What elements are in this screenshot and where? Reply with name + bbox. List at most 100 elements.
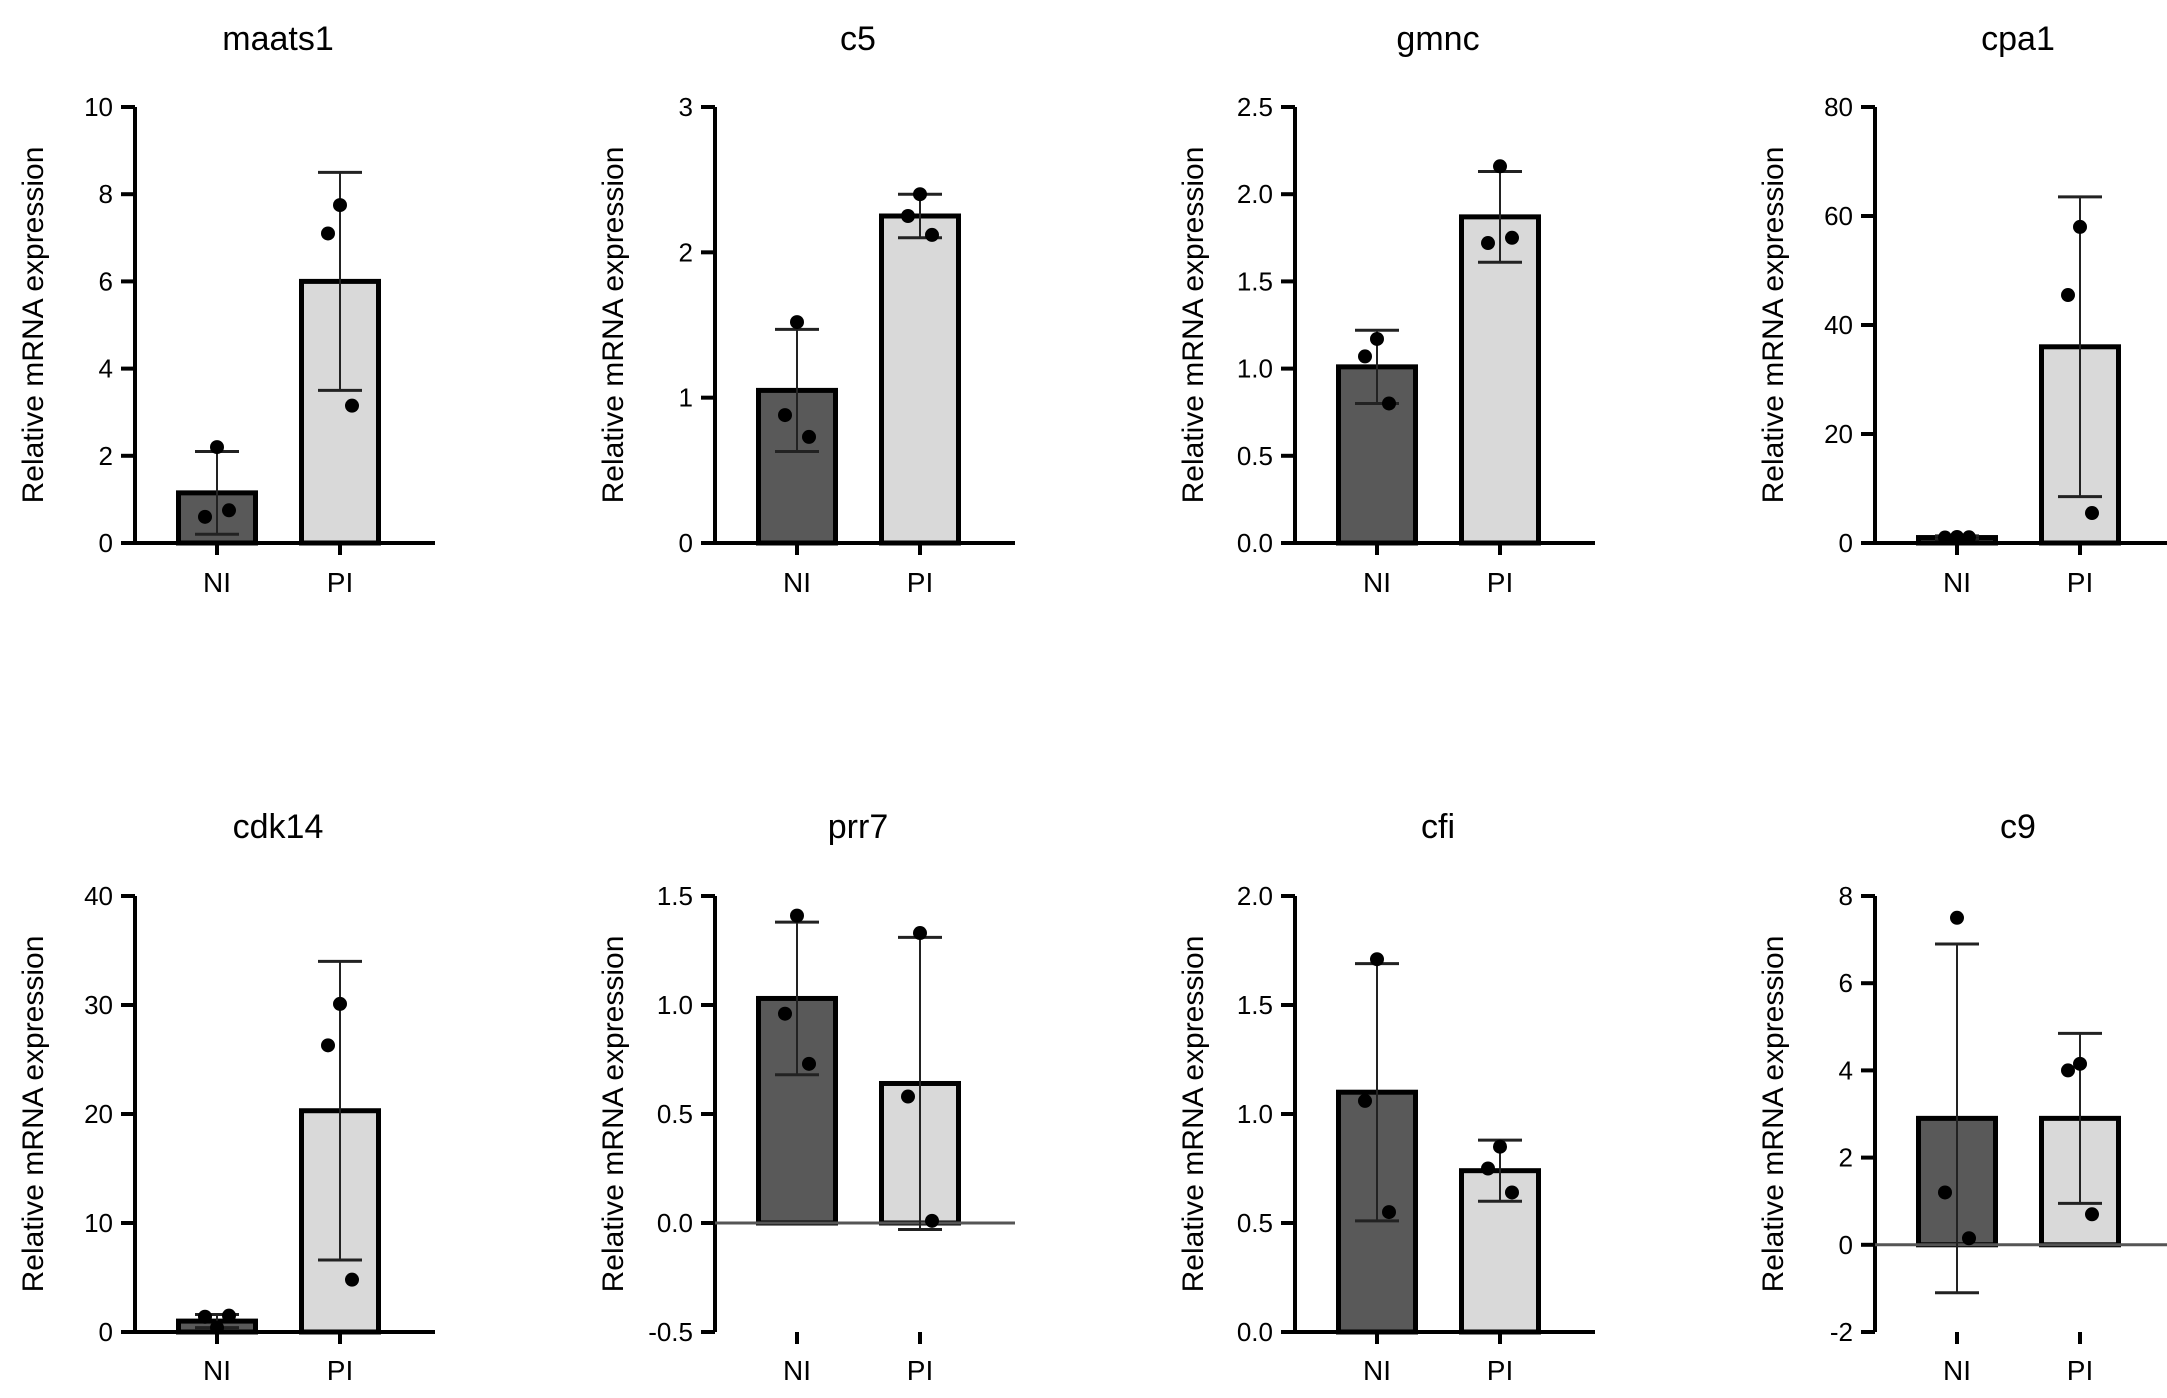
data-point (321, 1038, 335, 1053)
y-tick-label: 40 (1824, 310, 1853, 340)
y-tick-label: 1.0 (1237, 1099, 1273, 1129)
y-tick-label: 4 (1839, 1055, 1853, 1085)
y-tick-label: 0 (679, 528, 693, 558)
y-axis-label: Relative mRNA expression (597, 147, 630, 504)
y-tick-label: 2.5 (1237, 92, 1273, 122)
data-point (1481, 1161, 1495, 1176)
data-point (321, 226, 335, 241)
chart-title: prr7 (828, 808, 888, 846)
data-point (1358, 1093, 1372, 1108)
data-point (1962, 530, 1976, 545)
x-tick-label: NI (1363, 1355, 1391, 1386)
data-point (1370, 952, 1384, 967)
y-tick-label: 4 (99, 354, 113, 384)
chart-panel-c9: c9 Relative mRNA expression -2 0 2 4 6 8 NI PI (1757, 808, 2167, 1386)
y-tick-label: 40 (84, 881, 113, 911)
x-tick-label: PI (907, 1355, 933, 1386)
data-point (2061, 1063, 2075, 1078)
data-point (2085, 1207, 2099, 1222)
chart-panel-cfi: cfi Relative mRNA expression 0.0 0.5 1.0 1.5 2… (1177, 808, 1595, 1386)
y-tick-label: 2.0 (1237, 881, 1273, 911)
y-axis-label: Relative mRNA expression (1757, 936, 1790, 1293)
x-tick-label: NI (1943, 1355, 1971, 1386)
y-axis-label: Relative mRNA expression (17, 936, 50, 1293)
y-tick-label: 3 (679, 92, 693, 122)
chart-panel-cdk14: cdk14 Relative mRNA expression 0 10 20 30 40 NI… (17, 808, 435, 1386)
data-point (210, 1320, 224, 1335)
y-tick-label: 0 (1839, 528, 1853, 558)
data-point (1382, 1205, 1396, 1220)
data-point (1481, 236, 1495, 251)
data-point (901, 1089, 915, 1104)
chart-title: cfi (1421, 808, 1455, 846)
y-tick-label: 2 (679, 237, 693, 267)
chart-panel-gmnc: gmnc Relative mRNA expression 0.0 0.5 1.0 1.5… (1177, 20, 1595, 598)
y-tick-label: 0 (99, 528, 113, 558)
y-tick-label: 80 (1824, 92, 1853, 122)
y-tick-label: 0.0 (1237, 1317, 1273, 1347)
y-tick-label: 6 (1839, 968, 1853, 998)
data-point (333, 198, 347, 213)
chart-panel-prr7: prr7 Relative mRNA expression -0.5 0.0 0.5 1.… (597, 808, 1015, 1386)
data-point (222, 1308, 236, 1323)
y-tick-label: 1 (679, 383, 693, 413)
x-tick-label: PI (2067, 567, 2093, 598)
data-point (1938, 1185, 1952, 1200)
data-point (222, 503, 236, 518)
x-tick-label: NI (203, 1355, 231, 1386)
data-point (2073, 219, 2087, 234)
y-tick-label: 6 (99, 266, 113, 296)
data-point (802, 429, 816, 444)
y-tick-label: 0 (1839, 1230, 1853, 1260)
data-point (778, 1006, 792, 1021)
y-tick-label: 20 (84, 1099, 113, 1129)
bar-PI (1459, 214, 1541, 546)
data-point (2085, 506, 2099, 521)
y-axis-label: Relative mRNA expression (17, 147, 50, 504)
chart-title: c9 (2000, 808, 2036, 846)
data-point (1493, 159, 1507, 174)
data-point (1493, 1139, 1507, 1154)
x-tick-label: PI (1487, 567, 1513, 598)
y-tick-label: 2 (99, 441, 113, 471)
y-axis-label: Relative mRNA expression (1757, 147, 1790, 504)
y-tick-label: 20 (1824, 419, 1853, 449)
data-point (198, 509, 212, 524)
data-point (790, 908, 804, 923)
data-point (925, 227, 939, 242)
y-tick-label: 0.5 (1237, 441, 1273, 471)
x-tick-label: NI (783, 1355, 811, 1386)
chart-title: c5 (840, 20, 876, 58)
data-point (913, 926, 927, 941)
chart-title: gmnc (1396, 20, 1479, 58)
data-point (1370, 331, 1384, 346)
y-tick-label: 1.0 (657, 990, 693, 1020)
y-tick-label: 0.5 (657, 1099, 693, 1129)
data-point (1962, 1231, 1976, 1246)
bar-PI (879, 213, 961, 546)
y-tick-label: 60 (1824, 201, 1853, 231)
data-point (2061, 288, 2075, 303)
data-point (2073, 1056, 2087, 1071)
data-point (1938, 530, 1952, 545)
y-tick-label: 30 (84, 990, 113, 1020)
data-point (925, 1213, 939, 1228)
data-point (802, 1056, 816, 1071)
data-point (790, 315, 804, 330)
data-point (198, 1309, 212, 1324)
y-tick-label: -0.5 (648, 1317, 693, 1347)
chart-panel-c5: c5 Relative mRNA expression 0 1 2 3 NI PI (597, 20, 1015, 598)
x-tick-label: PI (2067, 1355, 2093, 1386)
data-point (778, 408, 792, 423)
y-tick-label: 10 (84, 1208, 113, 1238)
data-point (1382, 396, 1396, 411)
x-tick-label: PI (327, 1355, 353, 1386)
data-point (1505, 1185, 1519, 1200)
data-point (345, 398, 359, 413)
chart-panel-cpa1: cpa1 Relative mRNA expression 0 20 40 60 80 NI P… (1757, 20, 2167, 598)
y-tick-label: 0 (99, 1317, 113, 1347)
chart-panel-maats1: maats1 Relative mRNA expression 0 2 4 6 8 10 NI P… (17, 20, 435, 598)
y-tick-label: 8 (99, 179, 113, 209)
y-tick-label: 2.0 (1237, 179, 1273, 209)
